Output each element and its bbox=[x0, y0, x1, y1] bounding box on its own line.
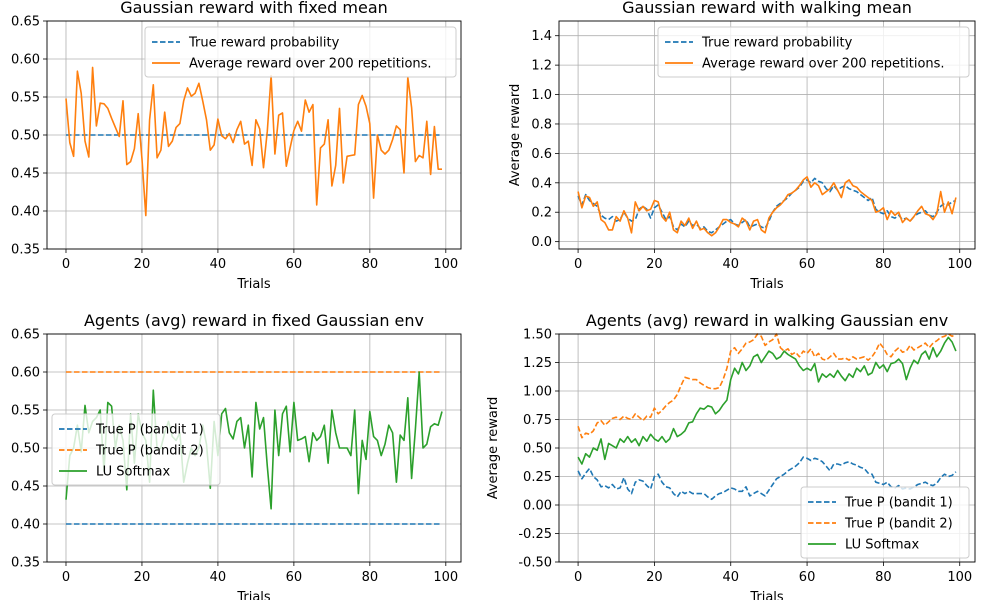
legend: True reward probability Average reward ov… bbox=[144, 26, 457, 78]
x-tick-label: 100 bbox=[947, 570, 972, 585]
y-tick-label: 1.25 bbox=[523, 356, 552, 371]
chart-2: 0 20 40 60 80 100 0.0 0.2 0.4 0.6 0.8 1.0 1.2 1.4 Gaus… bbox=[508, 0, 976, 292]
chart-title: Gaussian reward with fixed mean bbox=[120, 0, 388, 17]
y-tick-label: 0.0 bbox=[531, 235, 552, 250]
chart-1: 0 20 40 60 80 100 0.35 0.40 0.45 0.50 0.55 0.60 0.65… bbox=[11, 0, 462, 292]
x-tick-label: 20 bbox=[646, 257, 663, 272]
y-tick-label: 0.40 bbox=[11, 518, 40, 533]
y-tick-label: 0.25 bbox=[523, 470, 552, 485]
x-tick-label: 100 bbox=[433, 570, 458, 585]
y-tick-label: 0.2 bbox=[531, 206, 552, 221]
y-tick-label: 0.35 bbox=[11, 243, 40, 258]
x-tick-label: 20 bbox=[646, 570, 663, 585]
y-tick-label: 1.2 bbox=[531, 59, 552, 74]
y-tick-label: 0.60 bbox=[11, 53, 40, 68]
x-tick-label: 40 bbox=[722, 570, 739, 585]
legend: True P (bandit 1) True P (bandit 2) LU Sof… bbox=[800, 486, 970, 559]
y-tick-label: 0.6 bbox=[531, 147, 552, 162]
x-tick-label: 100 bbox=[433, 257, 458, 272]
x-tick-label: 0 bbox=[574, 257, 582, 272]
x-axis-label: Trials bbox=[236, 277, 271, 292]
y-tick-label: 1.50 bbox=[523, 328, 552, 343]
legend-label: True P (bandit 2) bbox=[95, 444, 204, 459]
legend-box bbox=[657, 26, 970, 78]
x-tick-label: 60 bbox=[799, 257, 816, 272]
chart-title: Gaussian reward with walking mean bbox=[622, 0, 912, 17]
legend-label: True P (bandit 2) bbox=[844, 517, 953, 532]
chart-title: Agents (avg) reward in walking Gaussian … bbox=[586, 311, 948, 330]
y-tick-label: 0.50 bbox=[11, 442, 40, 457]
series-line-3 bbox=[577, 336, 957, 465]
y-tick-label: -0.25 bbox=[518, 527, 552, 542]
series-line-2 bbox=[65, 66, 442, 217]
series-line-2 bbox=[577, 333, 957, 439]
legend-label: True reward probability bbox=[701, 36, 853, 51]
y-tick-label: 1.00 bbox=[523, 385, 552, 400]
plot-frame bbox=[558, 333, 976, 563]
legend-label: LU Softmax bbox=[96, 465, 171, 480]
y-tick-label: 0.45 bbox=[11, 167, 40, 182]
y-axis-label: Average reward bbox=[486, 397, 501, 500]
x-tick-label: 80 bbox=[362, 257, 379, 272]
legend-box bbox=[144, 26, 457, 78]
x-tick-label: 40 bbox=[722, 257, 739, 272]
chart-4: 0 20 40 60 80 100 -0.50 -0.25 0.00 0.25 0.50 0.75 1.… bbox=[486, 311, 976, 600]
x-tick-label: 80 bbox=[362, 570, 379, 585]
x-tick-label: 80 bbox=[875, 257, 892, 272]
legend-box bbox=[51, 413, 221, 486]
y-tick-label: 0.4 bbox=[531, 176, 552, 191]
legend-label: Average reward over 200 repetitions. bbox=[189, 57, 432, 72]
x-tick-label: 60 bbox=[286, 257, 303, 272]
legend-label: True P (bandit 1) bbox=[844, 496, 953, 511]
x-tick-label: 0 bbox=[574, 570, 582, 585]
y-tick-label: 0.8 bbox=[531, 117, 552, 132]
x-axis-label: Trials bbox=[749, 277, 784, 292]
legend: True P (bandit 1) True P (bandit 2) LU Sof… bbox=[51, 413, 221, 486]
x-tick-label: 20 bbox=[134, 257, 151, 272]
y-tick-label: 1.4 bbox=[531, 29, 552, 44]
y-tick-label: 0.65 bbox=[11, 15, 40, 30]
legend-label: True P (bandit 1) bbox=[95, 423, 204, 438]
series-line-1 bbox=[577, 456, 957, 501]
x-tick-label: 40 bbox=[210, 570, 227, 585]
x-tick-label: 0 bbox=[62, 570, 70, 585]
plot-frame bbox=[46, 20, 462, 250]
y-tick-label: 0.50 bbox=[11, 129, 40, 144]
y-tick-label: 0.65 bbox=[11, 328, 40, 343]
x-tick-label: 60 bbox=[286, 570, 303, 585]
y-tick-label: 0.55 bbox=[11, 404, 40, 419]
y-axis-label: Average reward bbox=[508, 84, 523, 187]
y-tick-label: 0.50 bbox=[523, 442, 552, 457]
x-tick-label: 100 bbox=[947, 257, 972, 272]
x-axis-label: Trials bbox=[749, 590, 784, 600]
y-tick-label: -0.50 bbox=[518, 556, 552, 571]
x-tick-label: 20 bbox=[134, 570, 151, 585]
y-tick-label: 0.35 bbox=[11, 556, 40, 571]
y-tick-label: 0.45 bbox=[11, 480, 40, 495]
plot-frame bbox=[558, 20, 976, 250]
y-tick-label: 0.75 bbox=[523, 413, 552, 428]
y-tick-label: 1.0 bbox=[531, 88, 552, 103]
chart-title: Agents (avg) reward in fixed Gaussian en… bbox=[84, 311, 424, 330]
x-tick-label: 0 bbox=[62, 257, 70, 272]
legend-label: LU Softmax bbox=[845, 538, 920, 553]
x-tick-label: 40 bbox=[210, 257, 227, 272]
legend: True reward probability Average reward ov… bbox=[657, 26, 970, 78]
legend-label: Average reward over 200 repetitions. bbox=[702, 57, 945, 72]
y-tick-label: 0.40 bbox=[11, 205, 40, 220]
chart-3: 0 20 40 60 80 100 0.35 0.40 0.45 0.50 0.55 0.60 0.65… bbox=[11, 311, 462, 600]
y-tick-label: 0.00 bbox=[523, 499, 552, 514]
y-tick-label: 0.60 bbox=[11, 366, 40, 381]
y-tick-label: 0.55 bbox=[11, 91, 40, 106]
plot-frame bbox=[46, 333, 462, 563]
x-axis-label: Trials bbox=[236, 590, 271, 600]
series-line-2 bbox=[577, 176, 957, 237]
x-tick-label: 60 bbox=[799, 570, 816, 585]
x-tick-label: 80 bbox=[875, 570, 892, 585]
legend-box bbox=[800, 486, 970, 559]
legend-label: True reward probability bbox=[188, 36, 340, 51]
